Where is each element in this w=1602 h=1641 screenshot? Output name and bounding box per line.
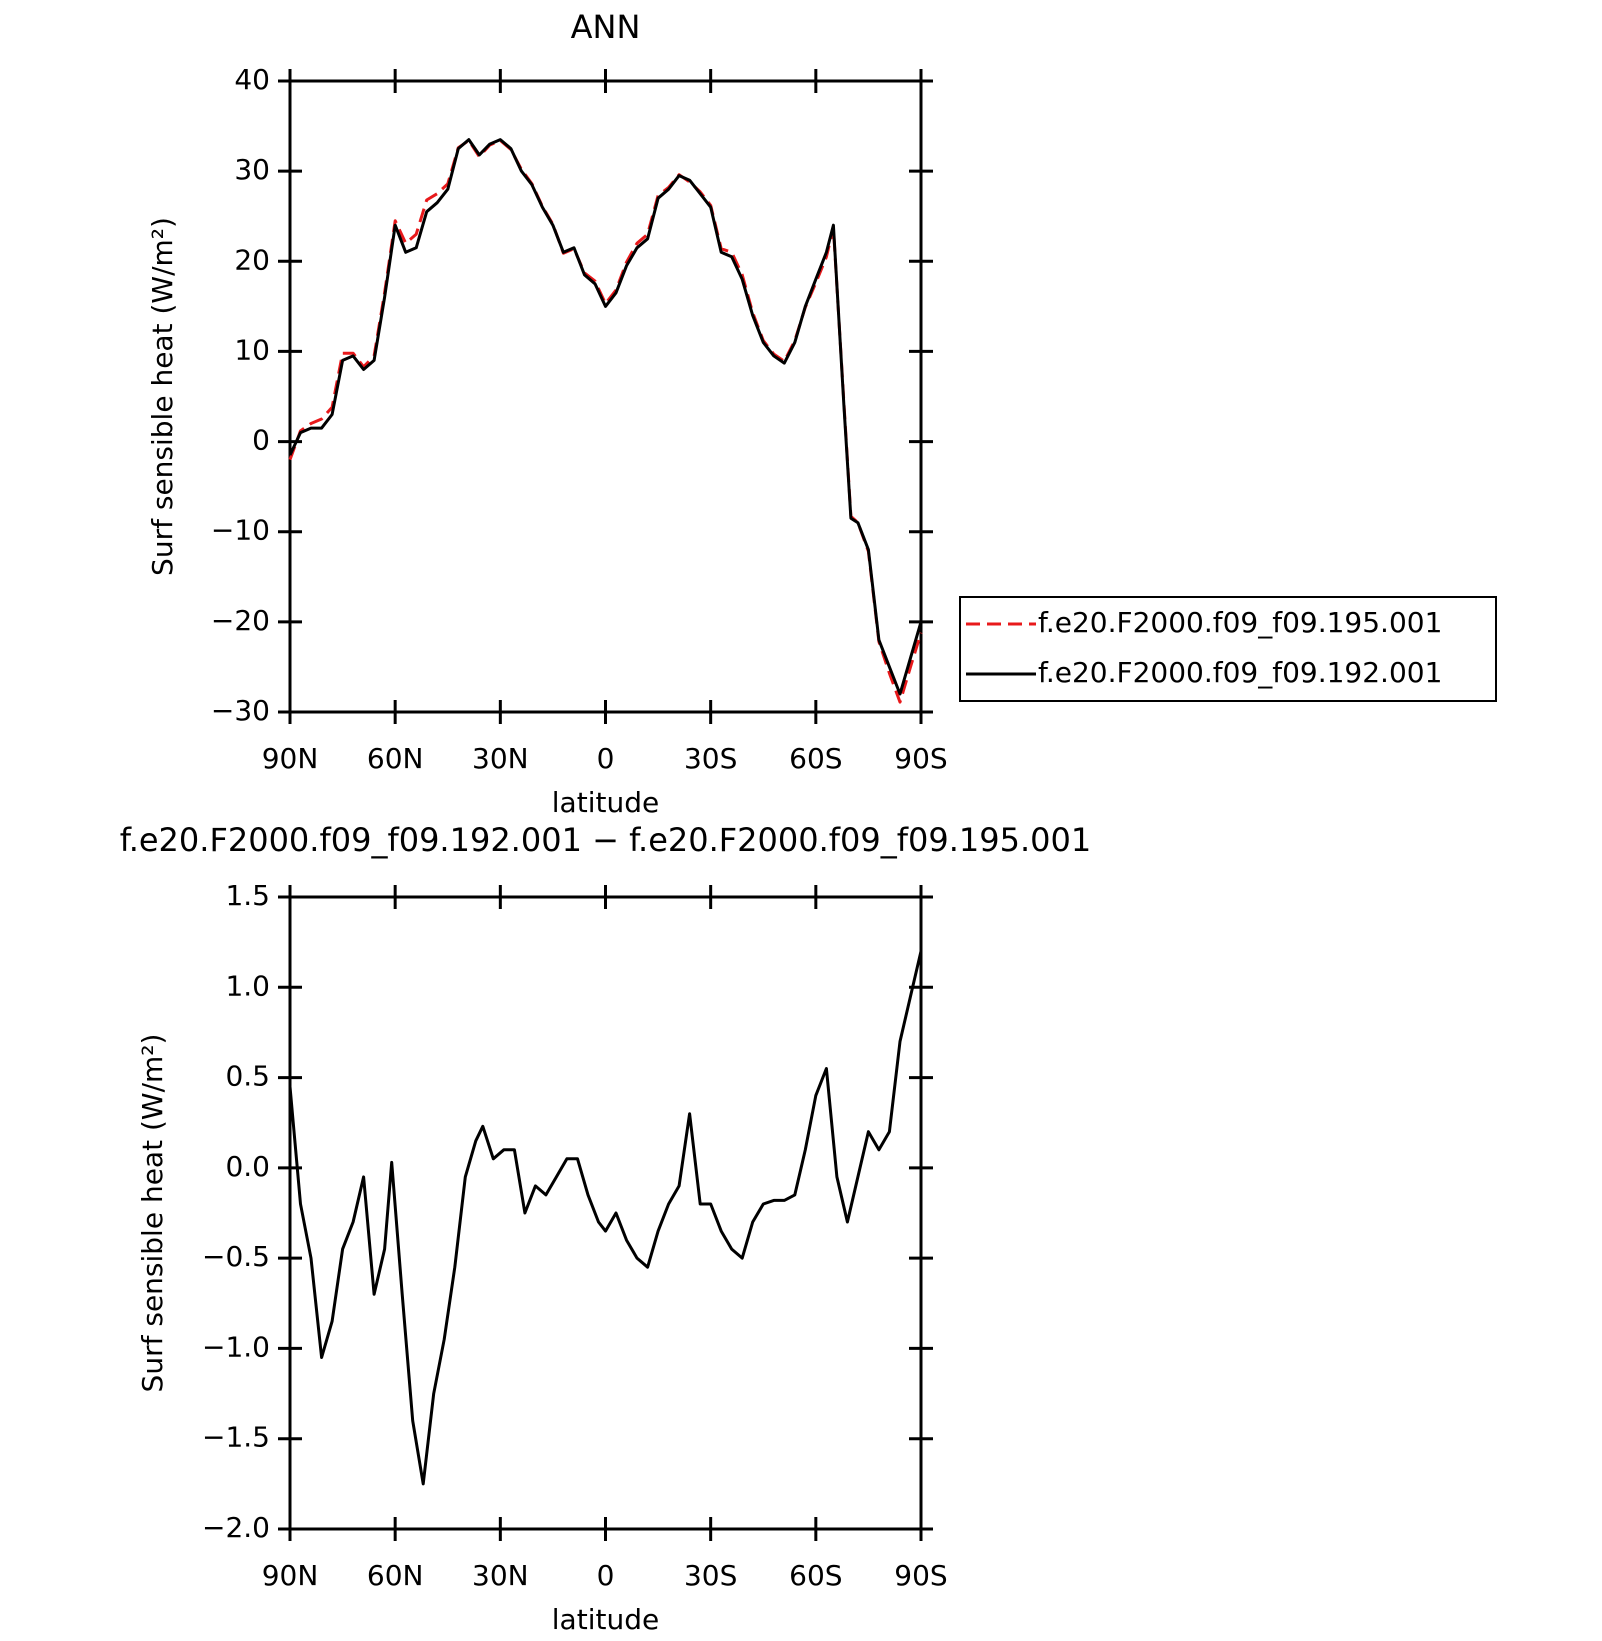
x-tick-label: 90S	[894, 1559, 947, 1592]
x-tick-label: 60N	[367, 1559, 424, 1592]
legend-label: f.e20.F2000.f09_f09.195.001	[1038, 606, 1442, 639]
y-tick-label: −2.0	[202, 1511, 270, 1544]
x-tick-label: 0	[597, 742, 615, 775]
plot-frame	[288, 895, 923, 1531]
y-axis-label: Surf sensible heat (W/m²)	[136, 1034, 169, 1393]
data-line	[288, 138, 923, 696]
x-tick-label: 0	[597, 1559, 615, 1592]
x-tick-label: 30N	[472, 1559, 529, 1592]
x-axis-label: latitude	[552, 1603, 659, 1636]
y-tick-label: −1.5	[202, 1421, 270, 1454]
x-axis-label: latitude	[552, 786, 659, 819]
legend-label: f.e20.F2000.f09_f09.192.001	[1038, 656, 1442, 689]
x-tick-label: 90N	[262, 1559, 319, 1592]
x-tick-label: 90S	[894, 742, 947, 775]
data-line	[288, 139, 923, 704]
x-tick-label: 90N	[262, 742, 319, 775]
legend-box	[959, 596, 1497, 702]
x-tick-label: 60N	[367, 742, 424, 775]
y-tick-label: −1.0	[202, 1330, 270, 1363]
y-tick-label: −10	[211, 514, 270, 547]
y-tick-label: −0.5	[202, 1240, 270, 1273]
y-tick-label: 1.5	[225, 879, 270, 912]
y-tick-label: −20	[211, 604, 270, 637]
x-tick-label: 30S	[684, 1559, 737, 1592]
y-tick-label: 0.0	[225, 1150, 270, 1183]
x-tick-label: 30S	[684, 742, 737, 775]
plot-frame	[288, 79, 923, 714]
y-axis-label: Surf sensible heat (W/m²)	[146, 217, 179, 576]
chart-title: ANN	[571, 8, 641, 46]
y-tick-label: 30	[234, 153, 270, 186]
y-tick-label: 1.0	[225, 969, 270, 1002]
x-tick-label: 60S	[789, 1559, 842, 1592]
x-tick-label: 60S	[789, 742, 842, 775]
y-tick-label: 0.5	[225, 1060, 270, 1093]
y-tick-label: 0	[252, 424, 270, 457]
y-tick-label: 20	[234, 243, 270, 276]
y-tick-label: 10	[234, 333, 270, 366]
data-line	[288, 950, 923, 1486]
y-tick-label: 40	[234, 63, 270, 96]
x-tick-label: 30N	[472, 742, 529, 775]
chart-title: f.e20.F2000.f09_f09.192.001 − f.e20.F200…	[120, 821, 1092, 859]
y-tick-label: −30	[211, 694, 270, 727]
